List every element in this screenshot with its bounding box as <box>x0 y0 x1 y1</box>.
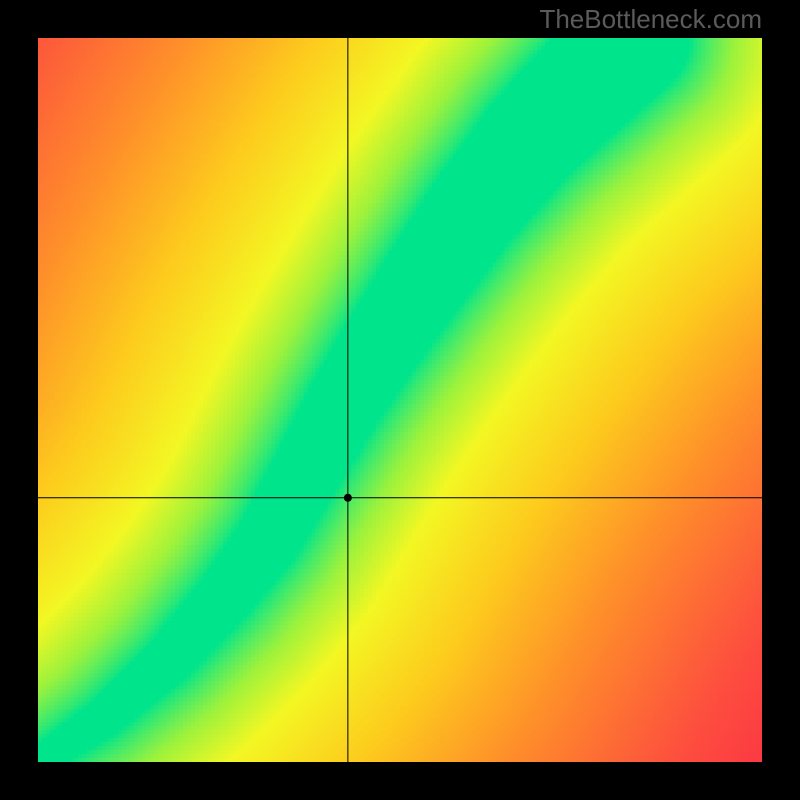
bottleneck-heatmap <box>38 38 762 762</box>
chart-container: TheBottleneck.com <box>0 0 800 800</box>
watermark-text: TheBottleneck.com <box>539 4 762 35</box>
